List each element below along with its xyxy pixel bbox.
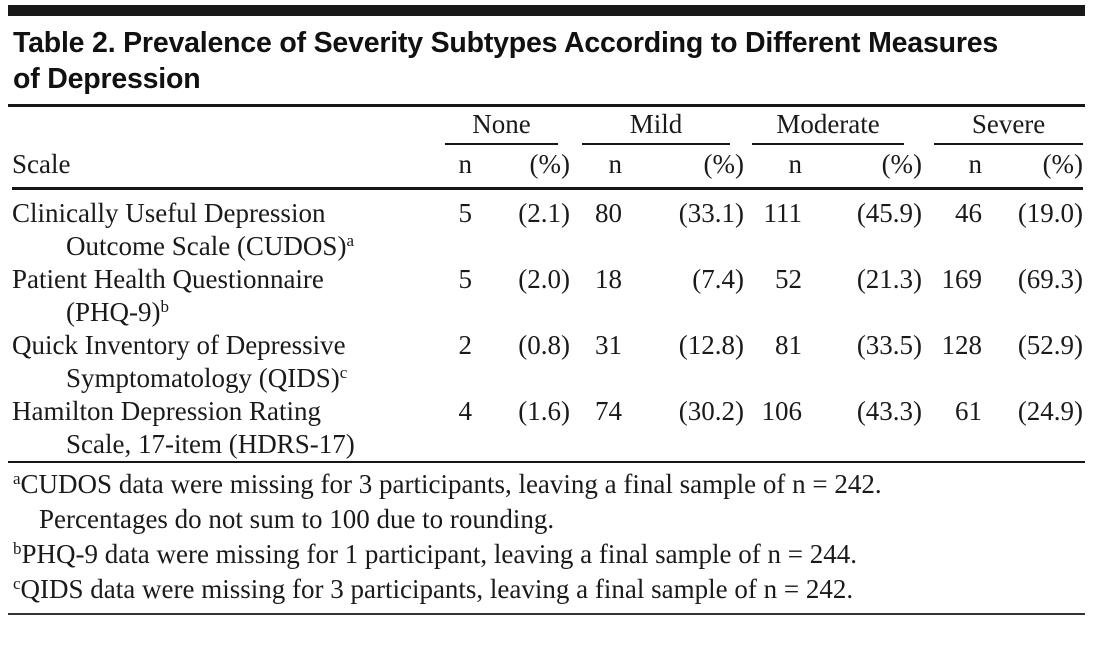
table-row-qids: Quick Inventory of Depressive Symptomato… — [12, 329, 1083, 395]
footnote-marker-a: a — [346, 231, 354, 250]
scale-name-cell: Clinically Useful Depression Outcome Sca… — [12, 189, 426, 264]
moderate-pct-value: (45.9) — [856, 198, 923, 228]
moderate-n-value: 81 — [775, 330, 803, 360]
scale-name-cell: Patient Health Questionnaire (PHQ-9)b — [12, 263, 426, 329]
footnote-a-continuation: Percentages do not sum to 100 due to rou… — [39, 504, 555, 534]
severe-n-value: 46 — [955, 198, 983, 228]
table-body: Clinically Useful Depression Outcome Sca… — [12, 189, 1083, 462]
none-n-value: 4 — [458, 396, 473, 426]
scale-name-line1: Clinically Useful Depression — [12, 198, 326, 228]
moderate-pct-value: (43.3) — [856, 396, 923, 426]
mild-n-value: 31 — [595, 330, 623, 360]
footnote-a-text: CUDOS data were missing for 3 participan… — [20, 469, 882, 499]
scale-name-line2-text: Scale, 17-item (HDRS-17) — [66, 429, 355, 459]
moderate-pct-header: (%) — [802, 145, 923, 190]
severe-pct-value: (69.3) — [1017, 264, 1084, 294]
scale-name-line2-text: Outcome Scale (CUDOS) — [66, 231, 347, 261]
scale-name-line2-text: Symptomatology (QIDS) — [66, 363, 340, 393]
table-row-hdrs17: Hamilton Depression Rating Scale, 17-ite… — [12, 395, 1083, 461]
group-label-mild: Mild — [582, 107, 731, 145]
footnote-c-marker: c — [13, 574, 21, 593]
scale-name-line2: Outcome Scale (CUDOS)a — [12, 231, 354, 261]
mild-n-value: 74 — [595, 396, 623, 426]
table-title: Table 2. Prevalence of Severity Subtypes… — [13, 27, 999, 95]
scale-name-line1: Quick Inventory of Depressive — [12, 330, 346, 360]
mild-pct-value: (30.2) — [678, 396, 745, 426]
none-n-value: 2 — [458, 330, 473, 360]
moderate-n-value: 111 — [763, 198, 803, 228]
footnotes: aCUDOS data were missing for 3 participa… — [13, 467, 1083, 607]
depression-severity-table: None Mild Moderate Severe Scale n (%) n … — [12, 107, 1084, 462]
none-n-header: n — [426, 145, 472, 190]
footnote-marker-c: c — [339, 363, 348, 382]
scale-name-cell: Quick Inventory of Depressive Symptomato… — [12, 329, 426, 395]
title-rule — [8, 104, 1085, 107]
scale-name-line1: Hamilton Depression Rating — [12, 396, 321, 426]
severe-pct-header: (%) — [982, 145, 1084, 190]
table-row-phq9: Patient Health Questionnaire (PHQ-9)b 5 … — [12, 263, 1083, 329]
group-label-moderate: Moderate — [752, 107, 905, 145]
group-header-mild: Mild — [570, 107, 744, 145]
severe-pct-value: (19.0) — [1017, 198, 1084, 228]
severe-pct-value: (24.9) — [1017, 396, 1084, 426]
moderate-n-value: 52 — [775, 264, 803, 294]
mild-n-header: n — [570, 145, 623, 190]
group-header-moderate: Moderate — [744, 107, 922, 145]
scale-name-cell: Hamilton Depression Rating Scale, 17-ite… — [12, 395, 426, 461]
body-footnote-divider-rule — [8, 461, 1085, 463]
scale-name-line2-text: (PHQ-9) — [66, 297, 161, 327]
severe-n-value: 128 — [941, 330, 983, 360]
scale-name-line2: Symptomatology (QIDS)c — [12, 363, 347, 393]
mild-pct-value: (33.1) — [678, 198, 745, 228]
severe-n-header: n — [922, 145, 983, 190]
footnote-b-text: PHQ-9 data were missing for 1 participan… — [21, 539, 858, 569]
top-accent-bar — [8, 5, 1085, 16]
mild-pct-value: (12.8) — [678, 330, 745, 360]
footnote-c-text: QIDS data were missing for 3 participant… — [20, 574, 854, 604]
mild-pct-value: (7.4) — [692, 264, 745, 294]
footnote-b-marker: b — [13, 539, 22, 558]
scale-name-line2: (PHQ-9)b — [12, 297, 169, 327]
moderate-n-header: n — [744, 145, 803, 190]
group-header-row: None Mild Moderate Severe — [12, 107, 1084, 145]
severe-n-value: 169 — [941, 264, 983, 294]
scale-column-header: Scale — [12, 145, 426, 190]
table-row-cudos: Clinically Useful Depression Outcome Sca… — [12, 189, 1083, 264]
scale-name-line1: Patient Health Questionnaire — [12, 264, 324, 294]
moderate-n-value: 106 — [761, 396, 803, 426]
scale-header-spacer — [12, 107, 426, 145]
mild-pct-header: (%) — [622, 145, 745, 190]
group-label-severe: Severe — [934, 107, 1084, 145]
footnote-c: cQIDS data were missing for 3 participan… — [13, 572, 1083, 607]
none-pct-value: (1.6) — [518, 396, 571, 426]
group-header-none: None — [426, 107, 570, 145]
subheader-row: Scale n (%) n (%) n (%) n (%) — [12, 145, 1084, 190]
none-n-value: 5 — [458, 198, 473, 228]
none-pct-value: (0.8) — [518, 330, 571, 360]
footnote-marker-b: b — [160, 297, 170, 316]
footnote-a-line2: Percentages do not sum to 100 due to rou… — [13, 502, 1083, 537]
none-n-value: 5 — [458, 264, 473, 294]
moderate-pct-value: (21.3) — [856, 264, 923, 294]
mild-n-value: 18 — [595, 264, 623, 294]
mild-n-value: 80 — [595, 198, 623, 228]
table-header: None Mild Moderate Severe Scale n (%) n … — [12, 107, 1084, 190]
scale-name-line2: Scale, 17-item (HDRS-17) — [12, 429, 355, 459]
moderate-pct-value: (33.5) — [856, 330, 923, 360]
none-pct-value: (2.1) — [518, 198, 571, 228]
none-pct-header: (%) — [472, 145, 571, 190]
bottom-rule — [8, 613, 1085, 615]
footnote-a-line1: aCUDOS data were missing for 3 participa… — [13, 467, 1083, 502]
group-header-severe: Severe — [922, 107, 1084, 145]
severe-n-value: 61 — [955, 396, 983, 426]
severe-pct-value: (52.9) — [1017, 330, 1084, 360]
footnote-a-marker: a — [13, 469, 21, 488]
footnote-b: bPHQ-9 data were missing for 1 participa… — [13, 537, 1083, 572]
none-pct-value: (2.0) — [518, 264, 571, 294]
group-label-none: None — [445, 107, 559, 145]
